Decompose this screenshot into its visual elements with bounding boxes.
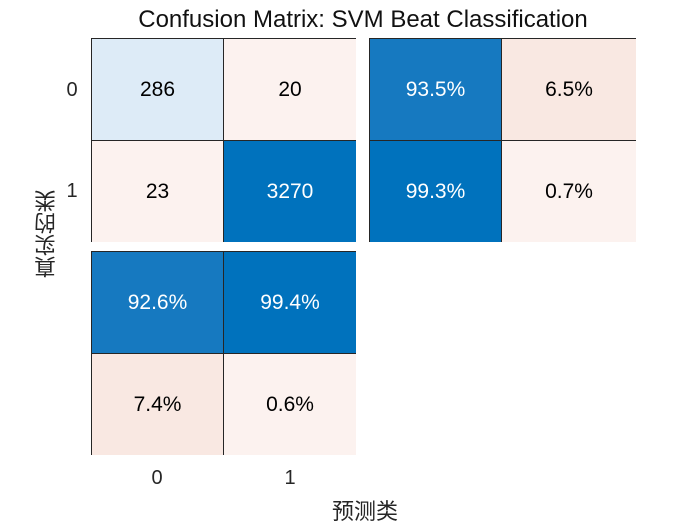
matrix-cell: 20 (224, 39, 356, 141)
column-summary-cell: 92.6% (92, 252, 224, 354)
column-summary-cell: 7.4% (92, 354, 224, 455)
x-axis-label: 预测类 (331, 500, 398, 525)
column-summary-cell: 0.6% (224, 354, 356, 455)
column-summary-matrix: 92.6% 99.4% 7.4% 0.6% (91, 251, 356, 455)
x-tick-1: 1 (284, 467, 296, 489)
row-summary-cell: 99.3% (370, 141, 502, 242)
row-summary-matrix: 93.5% 6.5% 99.3% 0.7% (369, 38, 636, 242)
row-summary-cell: 6.5% (502, 39, 636, 141)
chart-title: Confusion Matrix: SVM Beat Classificatio… (138, 6, 588, 33)
y-tick-1: 1 (66, 180, 78, 202)
row-summary-cell: 0.7% (502, 141, 636, 242)
confusion-matrix: 286 20 23 3270 (91, 38, 356, 242)
column-summary-cell: 99.4% (224, 252, 356, 354)
matrix-cell: 3270 (224, 141, 356, 242)
x-tick-0: 0 (151, 467, 163, 489)
y-tick-0: 0 (66, 79, 78, 101)
matrix-cell: 23 (92, 141, 224, 242)
row-summary-cell: 93.5% (370, 39, 502, 141)
matrix-cell: 286 (92, 39, 224, 141)
y-axis-label: 真实的类 (35, 190, 60, 278)
